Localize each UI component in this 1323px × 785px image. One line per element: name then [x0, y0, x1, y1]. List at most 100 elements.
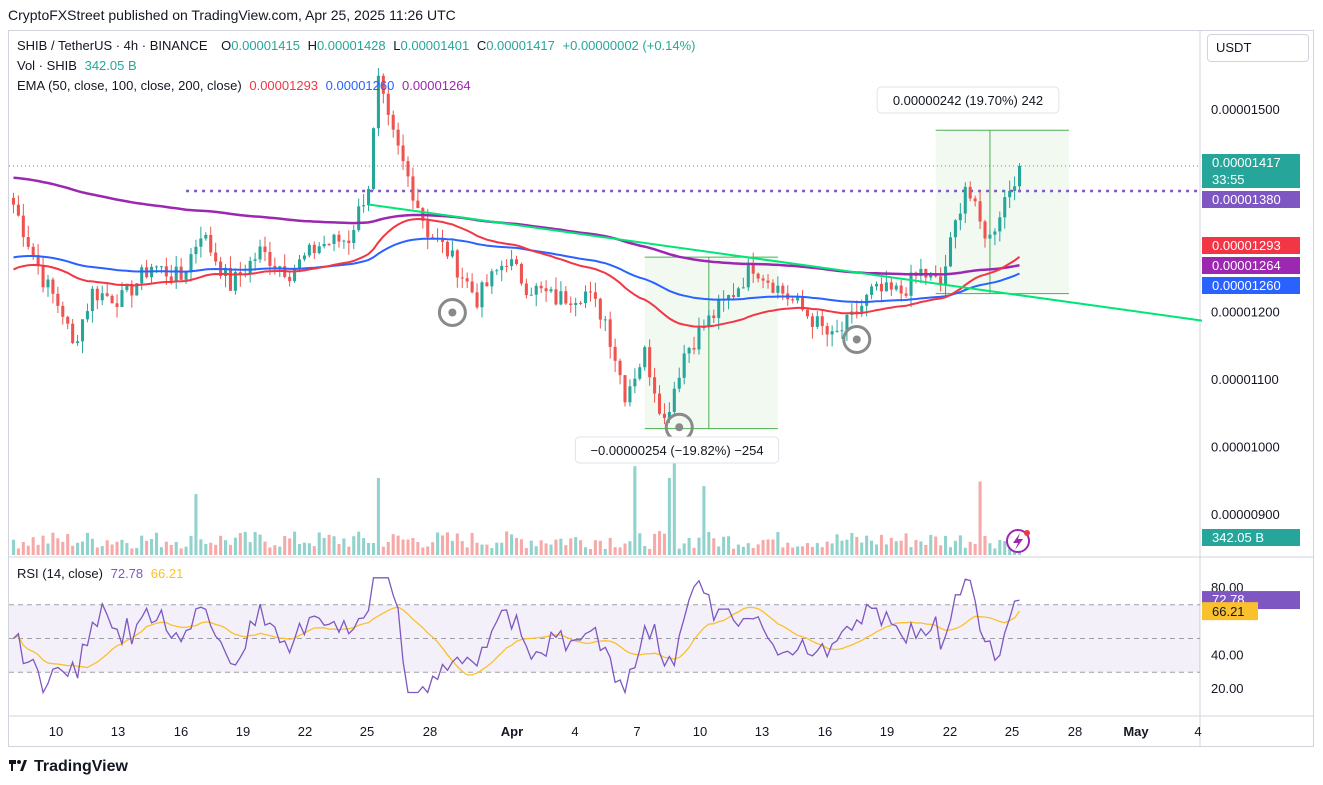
time-axis-label: 13: [111, 724, 125, 739]
measure-down-label-box: [574, 436, 780, 464]
candle-body: [939, 276, 943, 286]
measure-down-box: [644, 257, 778, 429]
volume-bar: [371, 542, 376, 555]
candle-body: [879, 283, 883, 292]
candle-body: [46, 279, 50, 288]
volume-bar: [357, 531, 361, 555]
candle-body: [638, 367, 642, 379]
volume-bar: [771, 539, 775, 555]
volume-bar: [968, 541, 972, 555]
candle-body: [653, 377, 657, 394]
price-tick-label: 0.00000900: [1211, 507, 1280, 522]
volume-bar: [613, 547, 617, 555]
volume-bar: [628, 541, 632, 555]
candle-body: [26, 237, 30, 247]
candle-body: [233, 272, 237, 291]
volume-bar: [539, 540, 543, 555]
symbol-label[interactable]: SHIB / TetherUS · 4h · BINANCE: [17, 38, 208, 53]
ema-label[interactable]: EMA (50, close, 100, close, 200, close): [17, 78, 242, 93]
swing-marker-dot: [675, 423, 684, 432]
volume-label[interactable]: Vol · SHIB: [17, 58, 77, 73]
volume-bar: [815, 543, 819, 555]
candle-body: [159, 266, 163, 268]
volume-bar: [61, 541, 65, 555]
price-tick-label: 0.00001100: [1211, 372, 1279, 387]
candle-body: [510, 259, 514, 267]
candle-body: [174, 266, 178, 281]
publisher-bar: CryptoFXStreet published on TradingView.…: [0, 0, 1323, 30]
candle-body: [574, 302, 578, 305]
rsi-label[interactable]: RSI (14, close): [17, 566, 103, 581]
candle-body: [154, 266, 159, 268]
candle-body: [667, 412, 671, 418]
time-axis-label: 7: [633, 724, 640, 739]
lightning-icon[interactable]: [1006, 529, 1030, 553]
candle-body: [307, 244, 311, 256]
volume-bar: [376, 477, 380, 555]
candle-body: [781, 285, 785, 294]
volume-bar: [889, 537, 893, 555]
currency-label: USDT: [1216, 40, 1252, 55]
candle-body: [11, 197, 15, 205]
candle-body: [544, 288, 548, 292]
ema200-value: 0.00001264: [401, 78, 471, 93]
volume-bar: [682, 543, 686, 555]
volume-bar: [352, 536, 356, 555]
candle-body: [110, 295, 114, 304]
volume-bar: [273, 545, 277, 555]
candle-body: [470, 281, 474, 293]
currency-selector[interactable]: USDT: [1207, 34, 1309, 62]
volume-bar: [776, 532, 780, 555]
candle-body: [717, 300, 721, 319]
volume-bar: [436, 532, 440, 555]
volume-bar: [460, 541, 464, 555]
volume-bar: [510, 534, 514, 555]
price-tick-label: 0.00001000: [1211, 440, 1280, 455]
candle-body: [209, 234, 213, 253]
price-tick-label: 0.00001500: [1211, 102, 1280, 117]
candle-body: [830, 331, 834, 335]
rsi-ma-value: 66.21: [150, 566, 184, 581]
volume-bar: [184, 546, 188, 555]
candle-body: [455, 250, 459, 278]
volume-bar: [830, 543, 834, 555]
candle-body: [248, 260, 252, 274]
candle-body: [426, 220, 430, 238]
measure-up-box: [935, 130, 1069, 294]
candle-body: [559, 291, 563, 305]
volume-bar: [677, 548, 681, 555]
candle-body: [199, 238, 203, 247]
candle-body: [860, 305, 864, 315]
time-axis-label: 16: [174, 724, 188, 739]
candle-body: [682, 353, 686, 378]
candle-body: [100, 293, 104, 301]
volume-bar: [623, 543, 627, 555]
swing-marker-ring: [437, 298, 467, 327]
candle-body: [357, 206, 361, 231]
candle-body: [95, 288, 99, 301]
candle-body: [963, 186, 967, 214]
brand-text: TradingView: [34, 758, 128, 775]
time-axis-label: 22: [943, 724, 957, 739]
tradingview-footer[interactable]: TradingView: [8, 758, 128, 776]
candle-body: [179, 266, 183, 280]
candle-body: [707, 315, 711, 327]
volume-bar: [362, 538, 366, 555]
candle-body: [988, 234, 992, 239]
volume-bar: [159, 547, 163, 555]
volume-bar: [973, 543, 977, 555]
candle-body: [554, 289, 558, 305]
volume-bar: [154, 532, 159, 555]
candle-body: [904, 293, 908, 296]
ema100-price: 0.00001260: [1212, 278, 1281, 293]
candle-body: [657, 393, 662, 414]
candle-body: [1018, 166, 1022, 187]
volume-bar: [505, 531, 509, 555]
volume-bar: [879, 534, 883, 555]
volume-bar: [470, 533, 474, 555]
candle-body: [228, 267, 232, 291]
rsi-ma-line: [13, 606, 1021, 676]
volume-bar: [41, 535, 45, 555]
candle-body: [56, 293, 60, 306]
